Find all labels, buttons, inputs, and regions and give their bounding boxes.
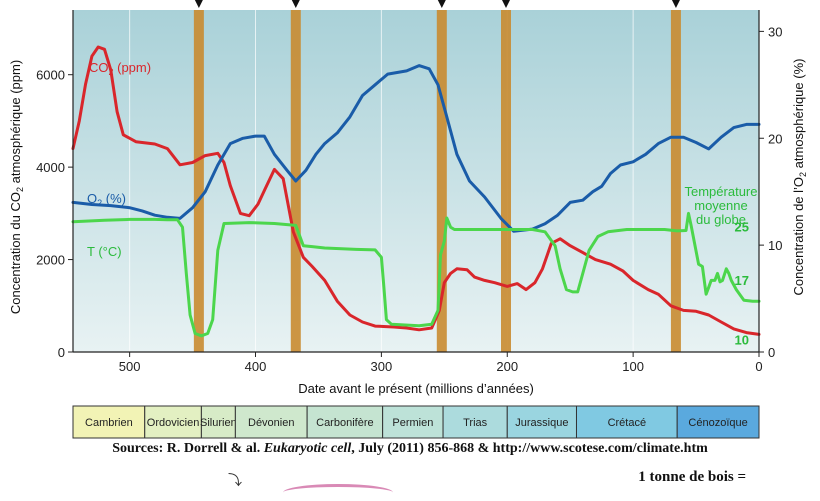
x-axis-title: Date avant le présent (millions d’années… (298, 381, 534, 396)
period-cell (676, 405, 760, 439)
period-cell (144, 405, 202, 439)
period-label: Carbonifère (316, 417, 373, 429)
x-tick-label: 200 (496, 359, 518, 374)
x-tick-label: 400 (245, 359, 267, 374)
period-cell (442, 405, 508, 439)
period-label: Trias (463, 417, 488, 429)
y-left-tick-label: 0 (58, 345, 65, 360)
y-right-axis-title: Concentration de l’O2 atmosphérique (%) (791, 59, 808, 296)
bottom-note: 1 tonne de bois = (638, 469, 746, 485)
temperature-series-label: T (°C) (87, 244, 122, 259)
period-label: Dévonien (248, 417, 294, 429)
extinction-band (193, 10, 204, 352)
period-label: Crétacé (608, 417, 647, 429)
y-right-tick-label: 0 (768, 345, 775, 360)
series-line (71, 64, 761, 233)
source-citation: Sources: R. Dorrell & al. Eukaryotic cel… (0, 441, 820, 457)
period-cell (72, 405, 146, 439)
period-cell (234, 405, 308, 439)
source-suffix: , July (2011) 856-868 & http://www.scote… (351, 441, 708, 456)
x-tick-label: 0 (755, 359, 762, 374)
period-cell (382, 405, 444, 439)
source-journal: Eukaryotic cell (263, 441, 352, 456)
temperature-mark-label: 10 (735, 333, 749, 348)
source-prefix: Sources: R. Dorrell & al. (112, 441, 264, 456)
cropped-pink-shape (283, 484, 393, 501)
y-right-tick-label: 10 (768, 238, 782, 253)
period-cell (306, 405, 384, 439)
period-label: Ordovicien (147, 417, 200, 429)
y-left-axis-title: Concentration du CO2 atmosphérique (ppm) (8, 60, 25, 314)
temperature-annotation-line: moyenne (694, 198, 747, 213)
y-left-tick-label: 6000 (36, 68, 65, 83)
y-left-tick-label: 2000 (36, 253, 65, 268)
extinction-band (500, 10, 511, 352)
period-cell (200, 405, 236, 439)
x-tick-label: 100 (622, 359, 644, 374)
plot-background (73, 10, 759, 352)
series-line (71, 211, 761, 338)
period-cell (506, 405, 577, 439)
period-label: Jurassique (515, 417, 568, 429)
cropped-arrow-icon: ⤵ (228, 472, 242, 488)
period-label: Permien (392, 417, 433, 429)
period-cell (575, 405, 678, 439)
temperature-annotation-line: Température (685, 184, 758, 199)
co2-series-label: CO2 (ppm) (89, 60, 151, 77)
period-label: Cambrien (85, 417, 133, 429)
y-right-tick-label: 20 (768, 131, 782, 146)
temperature-annotation-line: du globe (696, 212, 746, 227)
series-line (71, 45, 761, 336)
x-tick-label: 300 (371, 359, 393, 374)
extinction-arrow-icon (671, 0, 680, 8)
period-label: Cénozoïque (688, 417, 747, 429)
y-right-tick-label: 30 (768, 24, 782, 39)
extinction-arrow-icon (501, 0, 510, 8)
x-tick-label: 500 (119, 359, 141, 374)
extinction-band (436, 10, 447, 352)
extinction-arrow-icon (194, 0, 203, 8)
period-label: Silurien (200, 417, 237, 429)
o2-series-label: O2 (%) (87, 191, 126, 208)
y-left-tick-label: 4000 (36, 160, 65, 175)
temperature-mark-label: 17 (735, 273, 749, 288)
extinction-arrow-icon (291, 0, 300, 8)
extinction-band (670, 10, 681, 352)
temperature-mark-label: 25 (735, 219, 749, 234)
extinction-arrow-icon (437, 0, 446, 8)
